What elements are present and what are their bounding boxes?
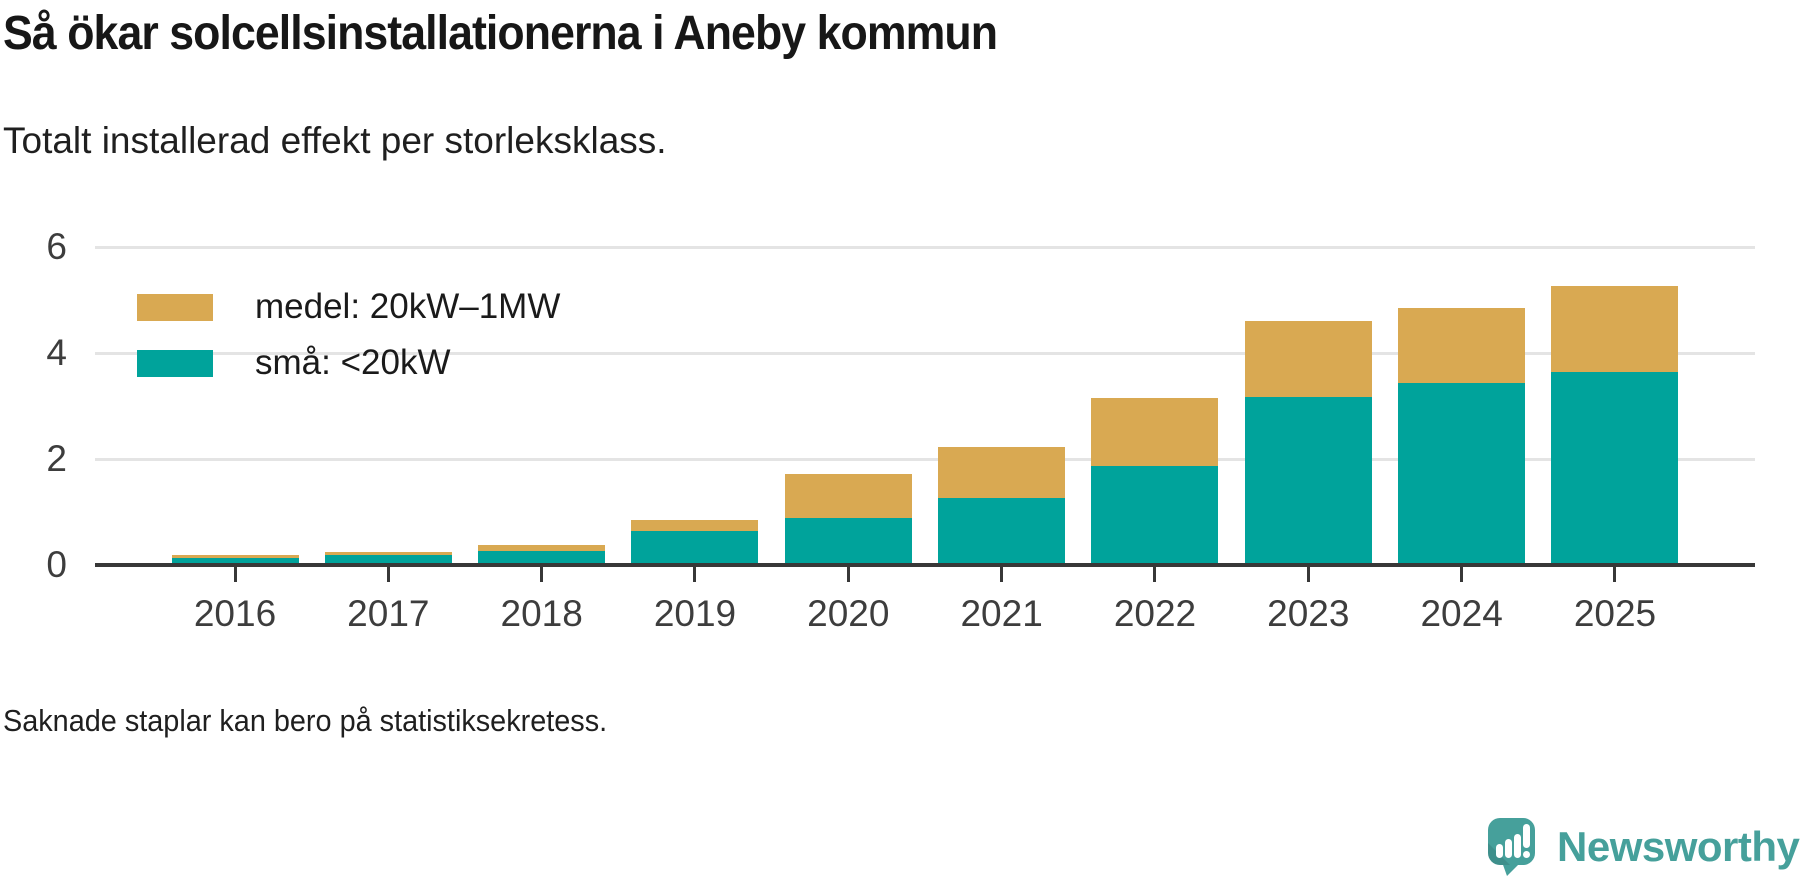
y-axis-label-2: 2 <box>46 438 67 479</box>
x-tick-2023 <box>1306 567 1310 582</box>
x-axis-label-2021: 2021 <box>960 593 1043 634</box>
x-tick-2021 <box>1000 567 1004 582</box>
legend-swatch-medel <box>137 293 213 321</box>
x-tick-2016 <box>233 567 237 582</box>
bar-segment-2016-medel <box>171 554 299 559</box>
x-tick-2024 <box>1460 567 1464 582</box>
gridline-y4 <box>95 352 1755 355</box>
x-tick-2017 <box>386 567 390 582</box>
bar-segment-2018-medel <box>478 544 606 551</box>
bar-segment-2024-sma <box>1398 383 1526 565</box>
bar-segment-2017-medel <box>324 552 452 556</box>
x-axis-label-2019: 2019 <box>653 593 737 634</box>
bar-segment-2025-sma <box>1551 371 1679 565</box>
bar-segment-2019-sma <box>631 530 759 565</box>
legend-item-sma: små: <20kW <box>137 343 450 383</box>
y-axis-label-6: 6 <box>46 226 67 267</box>
footnote: Saknade staplar kan bero på statistiksek… <box>3 703 608 738</box>
plot-area: 0 2 4 6 2016 2017 2018 2019 2020 2021 2022 2023 2024… <box>0 190 1800 650</box>
bar-segment-2024-medel <box>1398 308 1526 384</box>
bar-segment-2017-sma <box>324 555 452 565</box>
newsworthy-logo-icon <box>1488 818 1535 876</box>
x-tick-2020 <box>846 567 850 582</box>
x-axis-label-2024: 2024 <box>1420 593 1503 634</box>
y-axis-label-0: 0 <box>46 544 67 585</box>
legend-swatch-sma <box>137 349 213 377</box>
newsworthy-logo: Newsworthy <box>1488 818 1800 876</box>
x-axis-label-2023: 2023 <box>1267 593 1350 634</box>
x-tick-2019 <box>693 567 697 582</box>
bar-segment-2022-medel <box>1091 398 1219 466</box>
bar-segment-2020-sma <box>784 518 912 565</box>
bar-segment-2020-medel <box>784 474 912 519</box>
x-axis-label-2016: 2016 <box>193 593 277 634</box>
legend-label-sma: små: <20kW <box>255 343 451 382</box>
x-tick-2018 <box>540 567 544 582</box>
x-axis-label-2022: 2022 <box>1113 593 1197 634</box>
x-axis-label-2025: 2025 <box>1573 593 1657 634</box>
gridline-y6 <box>95 246 1755 249</box>
x-axis-line <box>95 563 1755 567</box>
gridline-y2 <box>95 458 1755 461</box>
x-axis-label-2020: 2020 <box>807 593 890 634</box>
bar-segment-2016-sma <box>171 558 299 565</box>
x-tick-2022 <box>1153 567 1157 582</box>
y-axis-label-4: 4 <box>46 332 67 373</box>
bar-segment-2021-sma <box>938 498 1066 565</box>
bar-segment-2021-medel <box>938 446 1066 499</box>
page-title: Så ökar solcellsinstallationerna i Aneby… <box>3 7 998 60</box>
bar-segment-2023-sma <box>1244 396 1372 565</box>
newsworthy-logo-text: Newsworthy <box>1557 823 1800 870</box>
legend-label-medel: medel: 20kW–1MW <box>255 287 561 326</box>
bar-segment-2018-sma <box>478 550 606 565</box>
page-subtitle: Totalt installerad effekt per storlekskl… <box>3 120 667 161</box>
bar-segment-2023-medel <box>1244 320 1372 397</box>
legend-item-medel: medel: 20kW–1MW <box>137 287 560 327</box>
x-tick-2025 <box>1613 567 1617 582</box>
bar-segment-2025-medel <box>1551 285 1679 372</box>
x-axis-label-2018: 2018 <box>500 593 583 634</box>
bar-segment-2022-sma <box>1091 465 1219 565</box>
stacked-bar-chart: 0 2 4 6 2016 2017 2018 2019 2020 2021 2022 2023 2024… <box>0 190 1800 650</box>
x-axis-label-2017: 2017 <box>347 593 430 634</box>
bar-segment-2019-medel <box>631 520 759 531</box>
